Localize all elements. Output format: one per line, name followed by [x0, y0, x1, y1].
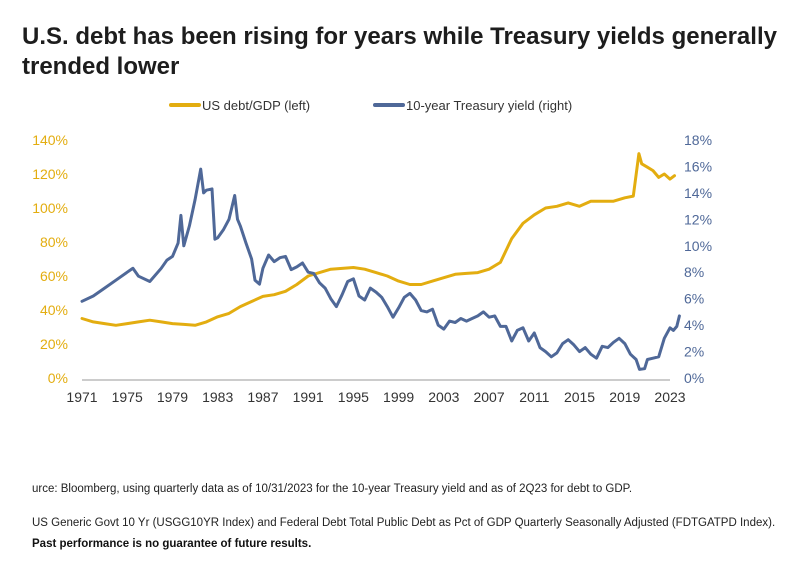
- right-tick-label: 2%: [684, 344, 704, 360]
- x-tick-label: 1991: [293, 389, 324, 405]
- left-tick-label: 20%: [40, 336, 68, 352]
- x-tick-label: 2007: [473, 389, 504, 405]
- left-tick-label: 80%: [40, 234, 68, 250]
- x-tick-label: 2015: [564, 389, 595, 405]
- right-tick-label: 14%: [684, 185, 712, 201]
- right-tick-label: 18%: [684, 132, 712, 148]
- source-note: urce: Bloomberg, using quarterly data as…: [32, 483, 633, 495]
- right-tick-label: 6%: [684, 291, 704, 307]
- series-lines: [80, 152, 681, 371]
- left-tick-label: 120%: [32, 166, 68, 182]
- left-tick-label: 100%: [32, 200, 68, 216]
- left-tick-label: 40%: [40, 302, 68, 318]
- x-tick-label: 2019: [609, 389, 640, 405]
- right-tick-label: 4%: [684, 317, 704, 333]
- left-tick-label: 140%: [32, 132, 68, 148]
- left-tick-label: 0%: [48, 370, 68, 386]
- x-tick-label: 2011: [519, 389, 549, 405]
- legend-label-debt: US debt/GDP (left): [202, 98, 310, 113]
- treasury-yield-line: [80, 167, 681, 371]
- debt-gdp-line: [80, 152, 676, 327]
- right-tick-label: 0%: [684, 370, 704, 386]
- right-tick-label: 16%: [684, 158, 712, 174]
- x-tick-label: 1987: [247, 389, 278, 405]
- index-note: US Generic Govt 10 Yr (USGG10YR Index) a…: [32, 517, 776, 529]
- legend: US debt/GDP (left) 10-year Treasury yield…: [169, 98, 572, 113]
- x-tick-label: 1995: [338, 389, 369, 405]
- right-tick-label: 8%: [684, 264, 704, 280]
- right-tick-label: 12%: [684, 211, 712, 227]
- legend-label-yield: 10-year Treasury yield (right): [406, 98, 572, 113]
- chart-title: U.S. debt has been rising for years whil…: [22, 23, 777, 80]
- x-tick-label: 1999: [383, 389, 414, 405]
- right-axis: 0% 2% 4% 6% 8% 10% 12% 14% 16% 18%: [684, 132, 712, 386]
- left-axis: 0% 20% 40% 60% 80% 100% 120% 140%: [32, 132, 68, 386]
- x-tick-label: 1971: [66, 389, 97, 405]
- right-tick-label: 10%: [684, 238, 712, 254]
- x-tick-label: 2003: [428, 389, 459, 405]
- disclaimer: Past performance is no guarantee of futu…: [32, 538, 312, 550]
- x-tick-label: 1983: [202, 389, 233, 405]
- left-tick-label: 60%: [40, 268, 68, 284]
- x-axis: 1971 1975 1979 1983 1987 1991 1995 1999 2003 2007…: [66, 389, 685, 405]
- chart: US debt/GDP (left) 10-year Treasury yield…: [32, 98, 712, 405]
- x-tick-label: 2023: [654, 389, 685, 405]
- x-tick-label: 1979: [157, 389, 188, 405]
- x-tick-label: 1975: [112, 389, 143, 405]
